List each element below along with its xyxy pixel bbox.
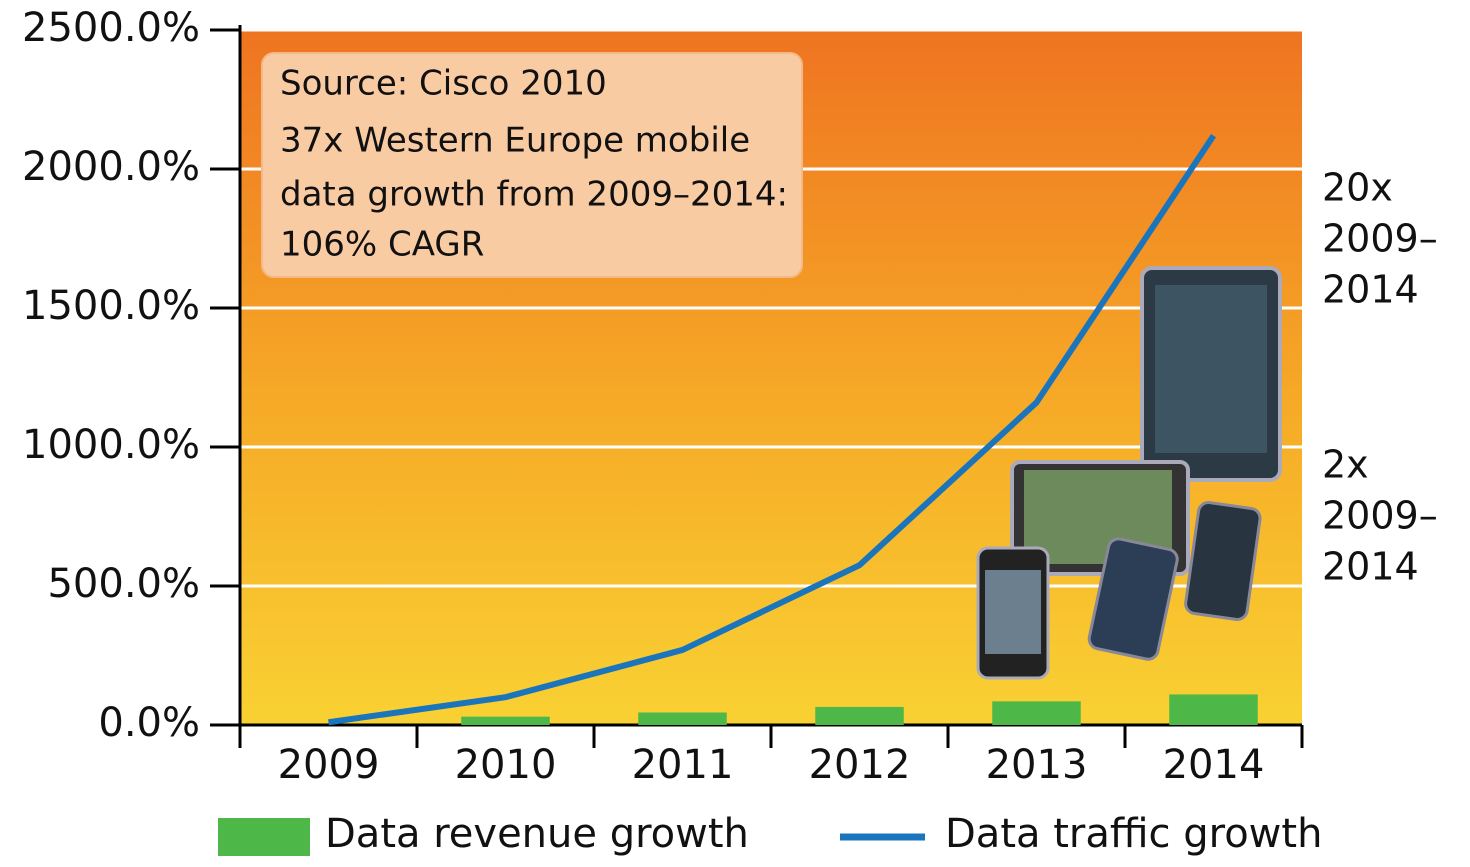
- chart: Source: Cisco 2010 37x Western Europe mob…: [0, 0, 1470, 863]
- y-tick-label: 0.0%: [98, 700, 200, 746]
- annotation-box: Source: Cisco 2010 37x Western Europe mob…: [262, 53, 802, 277]
- annotation-text: 106% CAGR: [280, 225, 484, 265]
- y-tick-label: 1000.0%: [22, 422, 200, 468]
- bar: [992, 701, 1081, 725]
- y-tick-label: 2000.0%: [22, 144, 200, 190]
- x-tick-label: 2013: [986, 742, 1088, 788]
- y-tick-label: 500.0%: [47, 561, 200, 607]
- x-tick-label: 2010: [455, 742, 557, 788]
- side-annotation: 2014: [1322, 545, 1419, 589]
- legend-label: Data revenue growth: [325, 811, 749, 857]
- x-tick-label: 2014: [1163, 742, 1265, 788]
- y-tick-label: 2500.0%: [22, 5, 200, 51]
- side-annotation: 2014: [1322, 268, 1419, 312]
- legend-swatch: [218, 818, 310, 856]
- bar: [815, 707, 904, 725]
- side-annotation: 20x: [1322, 166, 1393, 210]
- side-annotation: 2009–: [1322, 217, 1438, 261]
- bar: [461, 717, 550, 725]
- side-annotation: 2x: [1322, 443, 1369, 487]
- x-tick-label: 2012: [809, 742, 911, 788]
- y-tick-label: 1500.0%: [22, 283, 200, 329]
- side-annotation: 2009–: [1322, 494, 1438, 538]
- annotation-text: Source: Cisco 2010: [280, 64, 607, 104]
- annotation-text: 37x Western Europe mobile: [280, 121, 750, 161]
- annotation-text: data growth from 2009–2014:: [280, 175, 788, 215]
- legend-label: Data traffic growth: [945, 811, 1322, 857]
- bar: [1169, 694, 1258, 725]
- bar: [638, 712, 727, 725]
- x-tick-label: 2009: [278, 742, 380, 788]
- x-tick-label: 2011: [632, 742, 734, 788]
